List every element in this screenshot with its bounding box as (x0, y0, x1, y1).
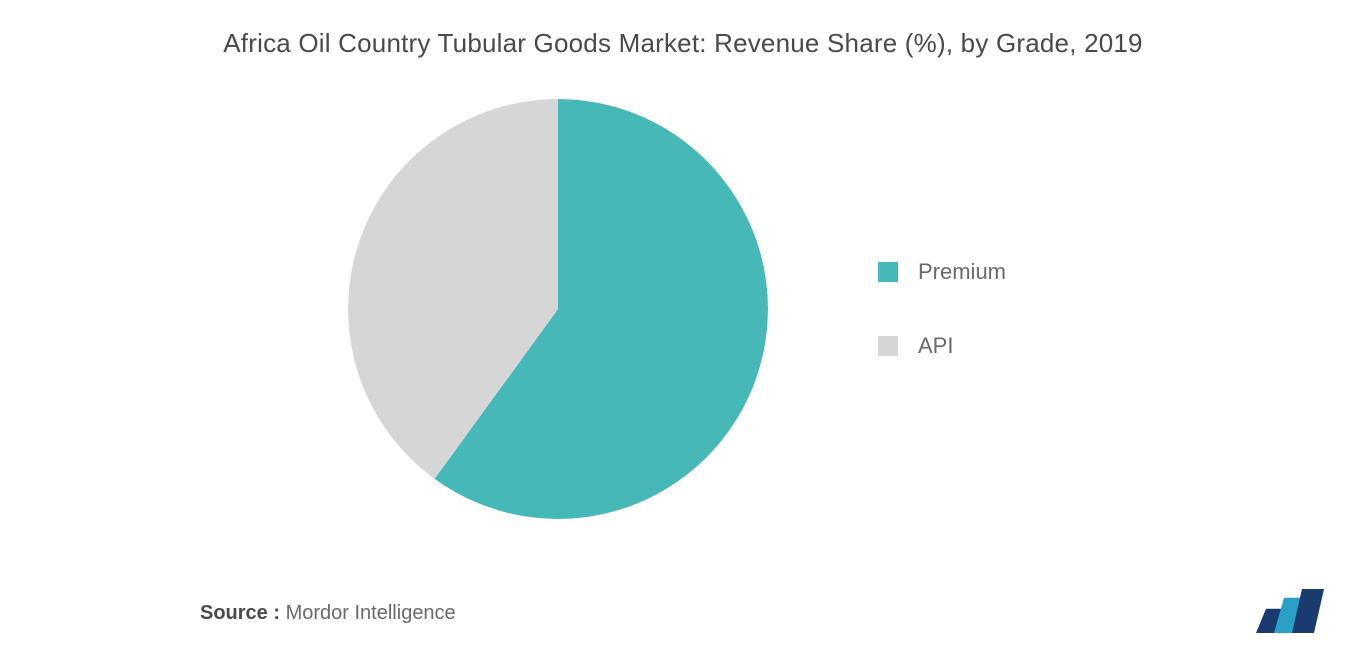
chart-title: Africa Oil Country Tubular Goods Market:… (40, 28, 1326, 59)
source-text: Mordor Intelligence (286, 602, 456, 624)
mordor-intelligence-logo-icon (1256, 589, 1330, 633)
legend-swatch-icon (878, 336, 898, 356)
legend-label: API (918, 333, 953, 359)
source-label: Source : (200, 602, 280, 624)
chart-container: Africa Oil Country Tubular Goods Market:… (0, 0, 1366, 655)
source-line: Source : Mordor Intelligence (200, 602, 456, 625)
pie-chart (348, 99, 768, 519)
pie-svg (348, 99, 768, 519)
legend: Premium API (878, 259, 1138, 359)
legend-item-premium: Premium (878, 259, 1138, 285)
chart-area: Premium API (40, 89, 1326, 529)
legend-item-api: API (878, 333, 1138, 359)
legend-swatch-icon (878, 262, 898, 282)
legend-label: Premium (918, 259, 1006, 285)
